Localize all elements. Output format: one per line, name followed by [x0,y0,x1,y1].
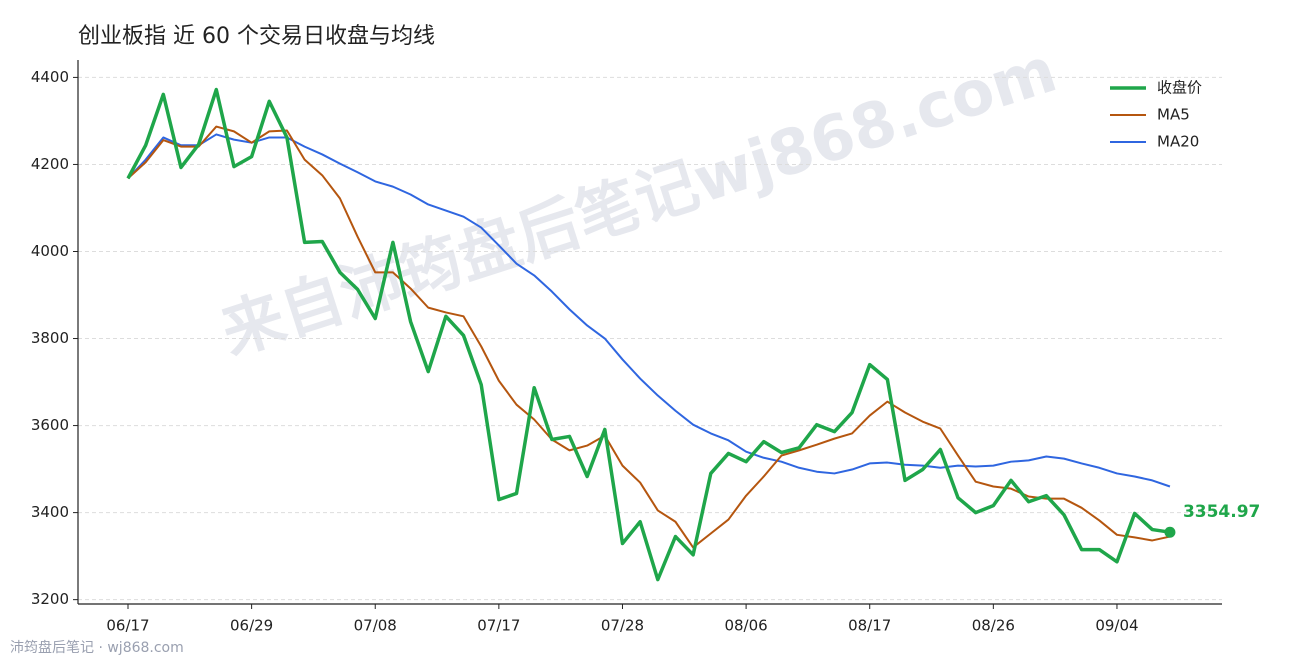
x-tick-label: 07/28 [601,617,644,635]
last-point [1164,526,1176,538]
last-value-label: 3354.97 [1183,502,1260,522]
y-tick-label: 4000 [31,242,69,260]
x-tick-label: 07/08 [354,617,397,635]
x-tick-label: 06/17 [106,617,149,635]
y-tick-label: 3400 [31,503,69,521]
x-tick-label: 09/04 [1095,617,1138,635]
series-line [127,133,1171,488]
footer: 沛筠盘后笔记 · wj868.com [10,639,184,656]
x-tick-label: 08/26 [972,617,1015,635]
legend-label: 收盘价 [1157,79,1202,97]
chart-title: 创业板指 近 60 个交易日收盘与均线 [78,24,435,49]
x-tick-label: 07/17 [477,617,520,635]
x-tick-label: 06/29 [230,617,273,635]
legend-label: MA5 [1157,106,1190,124]
series-line [127,125,1171,549]
y-tick-label: 3600 [31,416,69,434]
y-tick-label: 4200 [31,155,69,173]
y-tick-label: 3800 [31,329,69,347]
legend-label: MA20 [1157,133,1199,151]
x-tick-label: 08/06 [724,617,767,635]
y-tick-label: 4400 [31,68,69,86]
x-tick-label: 08/17 [848,617,891,635]
series-line [126,87,1171,582]
y-tick-label: 3200 [31,590,69,608]
